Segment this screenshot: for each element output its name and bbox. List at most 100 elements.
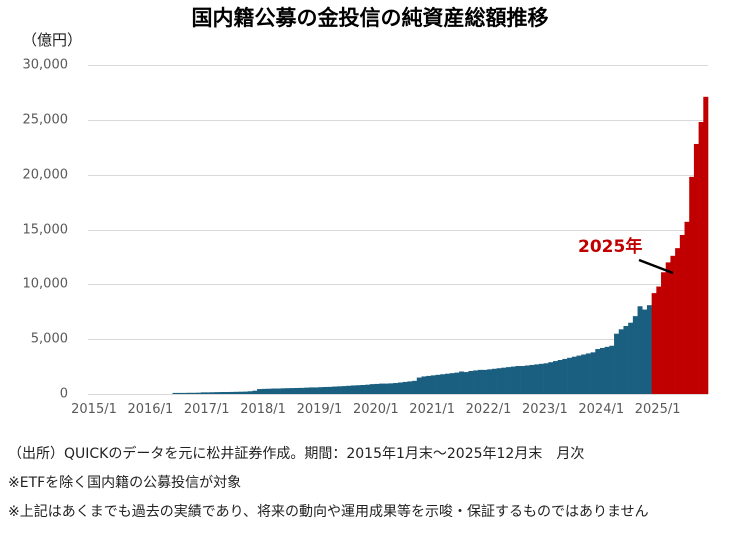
bar — [449, 373, 455, 394]
bar — [196, 392, 202, 394]
bar — [463, 372, 469, 394]
bar — [571, 356, 577, 394]
bar — [543, 363, 549, 394]
bar — [365, 384, 371, 394]
y-tick-label: 20,000 — [22, 167, 69, 183]
x-tick-label: 2018/1 — [240, 402, 286, 417]
y-axis-unit-label: （億円） — [22, 31, 83, 49]
bar — [205, 392, 211, 394]
bar — [628, 322, 634, 394]
bar — [327, 386, 333, 394]
bar — [435, 374, 441, 394]
bar — [599, 347, 605, 394]
bar — [243, 391, 248, 394]
bar — [562, 358, 568, 394]
bar — [266, 388, 272, 394]
bar — [444, 373, 450, 394]
bar — [477, 369, 483, 394]
bar — [318, 387, 324, 394]
bar — [618, 329, 624, 394]
bar — [379, 383, 385, 394]
bar-2025 — [689, 176, 695, 394]
bar — [534, 364, 540, 394]
bar — [421, 376, 427, 394]
bar — [553, 361, 558, 394]
bar — [224, 392, 230, 394]
bar-2025 — [693, 143, 699, 394]
bar — [383, 383, 389, 394]
y-tick-label: 5,000 — [30, 331, 68, 347]
bar — [181, 392, 187, 394]
scope-note: ※ETFを除く国内籍の公募投信が対象 — [8, 475, 242, 491]
bar — [257, 389, 263, 394]
bar — [355, 385, 361, 394]
bar — [609, 345, 615, 394]
bar — [637, 306, 643, 394]
bar — [576, 355, 582, 394]
bar-2025 — [651, 293, 657, 394]
bar — [482, 369, 488, 394]
bar-2025 — [679, 234, 685, 394]
bar — [524, 365, 530, 394]
gridline — [88, 339, 708, 340]
chart-title: 国内籍公募の金投信の純資産総額推移 — [191, 6, 549, 30]
bar — [487, 369, 493, 394]
y-tick-label: 15,000 — [22, 222, 69, 237]
bar — [332, 386, 338, 394]
annotation-pointer-line — [638, 258, 674, 275]
bar — [280, 388, 286, 394]
bar — [275, 388, 281, 394]
bar-2025 — [670, 255, 676, 394]
bar — [632, 316, 638, 394]
bar — [336, 386, 342, 394]
x-tick-label: 2021/1 — [409, 402, 456, 417]
bar — [393, 383, 399, 394]
bar — [604, 346, 610, 394]
bar-2025 — [665, 262, 671, 394]
bar-2025 — [656, 286, 662, 394]
bar-2025 — [684, 221, 690, 394]
bar — [614, 333, 620, 394]
bar — [459, 371, 465, 394]
bar — [238, 391, 244, 394]
bar — [360, 385, 366, 394]
bar — [590, 352, 596, 394]
bar — [548, 362, 554, 394]
bar — [407, 381, 413, 394]
bar — [374, 383, 380, 394]
y-tick-label: 30,000 — [22, 57, 69, 73]
bar — [200, 392, 206, 394]
bar — [304, 387, 310, 394]
source-note: （出所）QUICKのデータを元に松井証券作成。期間：2015年1月末～2025年… — [8, 446, 585, 462]
bar — [261, 388, 267, 394]
bar — [285, 388, 291, 394]
x-tick-label: 2016/1 — [127, 402, 174, 417]
bar — [299, 387, 305, 394]
bar — [346, 385, 352, 394]
bar-2025 — [661, 272, 667, 394]
bar — [191, 392, 197, 394]
bar — [308, 387, 314, 394]
bar — [581, 354, 587, 394]
bar — [388, 383, 394, 394]
gridline — [88, 230, 708, 231]
bar — [440, 374, 446, 394]
y-tick-label: 0 — [59, 386, 68, 402]
x-tick-label: 2020/1 — [352, 402, 399, 417]
bar — [294, 387, 300, 394]
bar — [369, 384, 375, 394]
x-tick-label: 2019/1 — [296, 402, 343, 417]
bar — [646, 305, 652, 394]
bar — [515, 366, 521, 394]
y-tick-label: 25,000 — [22, 112, 69, 128]
bar — [567, 357, 573, 394]
x-tick-label: 2023/1 — [522, 402, 568, 417]
bar — [313, 387, 319, 394]
bar — [252, 390, 258, 394]
bar — [430, 375, 436, 394]
bar — [416, 377, 422, 394]
bar — [538, 363, 544, 394]
gridline — [88, 65, 708, 66]
disclaimer-note: ※上記はあくまでも過去の実績であり、将来の動向や運用成果等を示唆・保証するもので… — [8, 504, 649, 520]
